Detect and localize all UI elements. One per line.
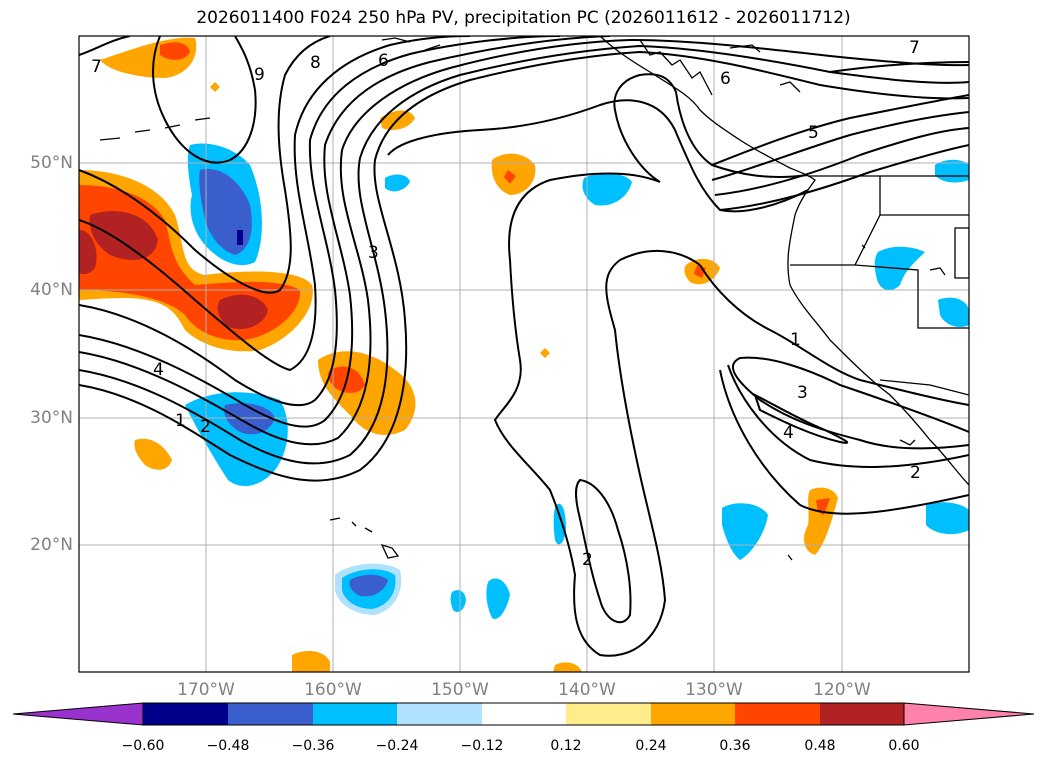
pv-contour-label: 1: [175, 411, 186, 431]
colorbar-bin: [313, 703, 397, 725]
lat-tick-label: 30°N: [30, 408, 73, 428]
pv-contour-label: 2: [582, 550, 593, 570]
coastlines: [99, 36, 969, 561]
colorbar-tick-label: 0.12: [550, 738, 582, 754]
pv-contour-label: 8: [310, 53, 321, 73]
pv-contour-label: 6: [378, 51, 389, 71]
pv-contour-label: 3: [797, 383, 808, 403]
pv-contour: [79, 50, 969, 482]
lon-tick-label: 170°W: [177, 680, 235, 700]
colorbar-bin: [397, 703, 482, 725]
lon-tick-label: 140°W: [558, 680, 616, 700]
colorbar-bin: [228, 703, 313, 725]
colorbar-bin: [566, 703, 651, 725]
pv-contour-label: 4: [153, 360, 164, 380]
colorbar-tick-label: 0.48: [804, 738, 836, 754]
colorbar-tick-label: −0.36: [291, 738, 335, 754]
pv-contours: [79, 36, 969, 657]
pv-contour-labels: 9 8 6 7 7 6 5 3 4 2 1 1 3 4 2 2: [91, 38, 921, 570]
colorbar-bin: [735, 703, 820, 725]
colorbar-extend-high: [903, 702, 1035, 726]
colorbar-tick-label: −0.48: [206, 738, 250, 754]
colorbar-tick-label: 0.60: [888, 738, 920, 754]
map-title: 2026011400 F024 250 hPa PV, precipitatio…: [196, 8, 851, 28]
pv-contour-label: 7: [91, 57, 102, 77]
colorbar-extend-low: [12, 702, 144, 726]
pv-contour-label: 2: [200, 417, 211, 437]
lat-tick-label: 40°N: [30, 280, 73, 300]
precip-anomaly-shading: [79, 37, 969, 672]
grid-lines: [79, 36, 969, 672]
colorbar-tick-label: −0.60: [121, 738, 165, 754]
pv-contour-label: 9: [254, 65, 265, 85]
lat-tick-label: 50°N: [30, 153, 73, 173]
colorbar-bin: [143, 703, 228, 725]
pv-contour-label: 1: [790, 330, 801, 350]
lon-tick-label: 150°W: [431, 680, 489, 700]
colorbar-tick-label: −0.24: [375, 738, 419, 754]
pv-contour-label: 5: [808, 123, 819, 143]
lon-tick-label: 120°W: [813, 680, 871, 700]
pv-contour-label: 6: [720, 69, 731, 89]
colorbar: [12, 702, 1035, 726]
colorbar-bin: [482, 703, 566, 725]
lon-tick-label: 130°W: [685, 680, 743, 700]
lat-tick-label: 20°N: [30, 535, 73, 555]
pv-contour-label: 3: [368, 243, 379, 263]
colorbar-bin: [820, 703, 904, 725]
colorbar-tick-label: −0.12: [460, 738, 504, 754]
colorbar-tick-label: 0.24: [635, 738, 667, 754]
colorbar-bin: [651, 703, 735, 725]
pv-contour-label: 7: [909, 38, 920, 58]
pv-contour-label: 4: [783, 423, 794, 443]
pv-contour-label: 2: [910, 463, 921, 483]
lon-tick-label: 160°W: [304, 680, 362, 700]
colorbar-tick-label: 0.36: [719, 738, 751, 754]
